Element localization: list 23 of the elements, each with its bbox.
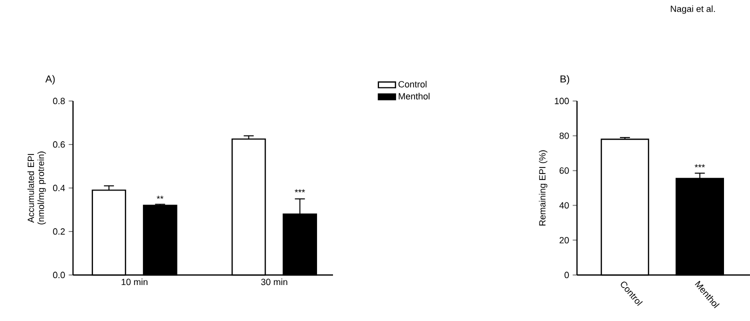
y-tick-label: 40: [559, 202, 569, 209]
y-tick-label: 0.2: [53, 228, 65, 235]
chart-title: A): [45, 75, 55, 84]
y-tick-label: 20: [560, 236, 569, 244]
text: Nagai et al.: [670, 5, 715, 14]
annotation: ***: [294, 189, 305, 192]
y-tick-label: 100: [554, 98, 569, 104]
legend-label: Menthol: [398, 92, 430, 100]
chart-title: B): [560, 75, 570, 84]
y-tick-label: 0.8: [53, 98, 65, 104]
y-tick-label: 80: [560, 132, 569, 139]
x-tick-label: 10 min: [122, 278, 148, 286]
y-tick-label: 0.6: [53, 141, 65, 148]
y-axis-title: Accumulated EPI (nmol/mg protrein): [27, 152, 46, 224]
annotation: **: [156, 196, 164, 199]
y-tick-label: 0: [564, 272, 569, 278]
y-axis-title: Remaining EPI (%): [538, 150, 548, 226]
annotation: ***: [694, 164, 705, 168]
y-tick-label: 0.0: [53, 272, 65, 278]
y-tick-label: 60: [560, 167, 569, 174]
legend-label: Control: [398, 80, 426, 88]
y-tick-label: 0.4: [53, 184, 65, 192]
x-tick-label: 30 min: [261, 278, 288, 286]
